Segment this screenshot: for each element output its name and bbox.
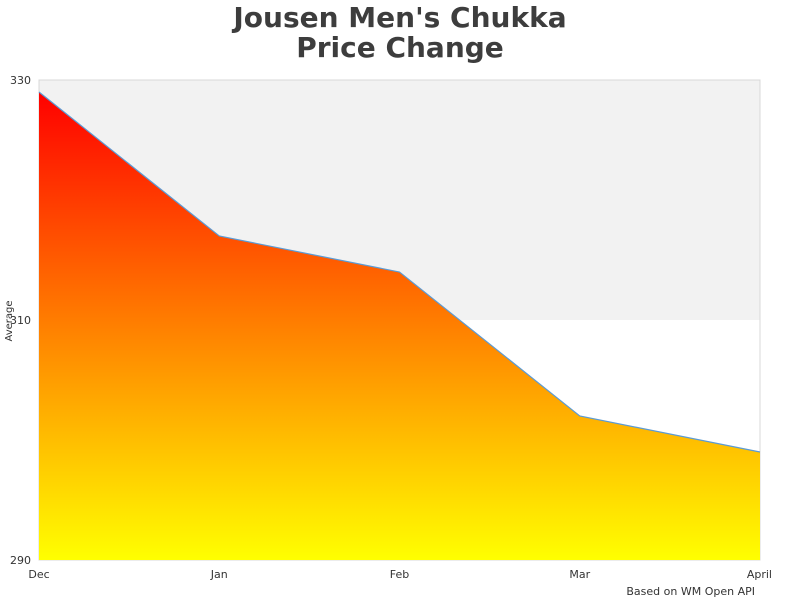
series-area-layer	[38, 91, 761, 560]
x-axis-ticks: Dec Jan Feb Mar April	[28, 568, 772, 581]
y-tick-label-330: 330	[10, 74, 31, 87]
chart-title: Jousen Men's Chukka Price Change	[0, 0, 800, 63]
chart-title-line-2: Price Change	[296, 31, 504, 64]
y-tick-label-290: 290	[10, 554, 31, 567]
series-0-area	[39, 92, 760, 560]
x-tick-label-feb: Feb	[390, 568, 409, 581]
x-tick-label-mar: Mar	[569, 568, 590, 581]
x-tick-label-april: April	[747, 568, 772, 581]
chart-title-line-1: Jousen Men's Chukka	[233, 1, 567, 34]
y-axis-label: Average	[4, 300, 15, 341]
x-tick-label-dec: Dec	[28, 568, 49, 581]
y-axis-ticks: 290 310 330	[10, 74, 31, 567]
y-tick-label-310: 310	[10, 314, 31, 327]
x-tick-label-jan: Jan	[210, 568, 228, 581]
credit-text: Based on WM Open API	[626, 585, 755, 598]
